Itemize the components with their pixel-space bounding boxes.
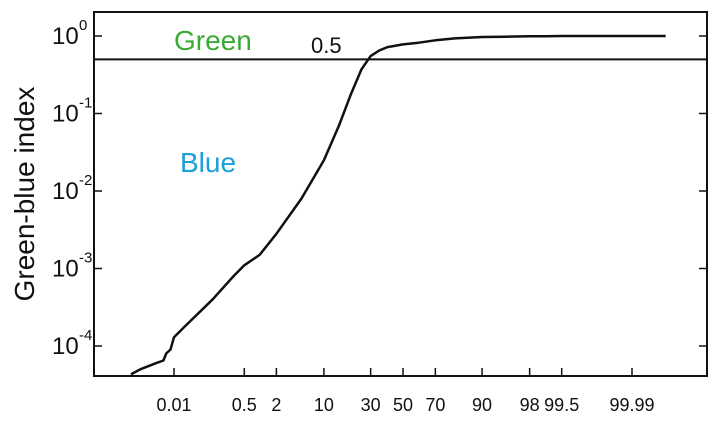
region-label-green: Green	[174, 25, 252, 56]
x-tick-label: 2	[271, 395, 281, 415]
y-tick-exponent: -3	[79, 250, 92, 267]
y-tick-label: 10 0	[52, 17, 87, 50]
plot-frame	[93, 11, 708, 377]
y-tick-exponent: 0	[79, 17, 87, 34]
y-tick-label: 10 -3	[52, 250, 92, 283]
x-tick-label: 30	[361, 395, 381, 415]
y-tick-exponent: -1	[79, 95, 92, 112]
x-tick-label: 0.01	[156, 395, 191, 415]
y-tick-base: 10	[52, 333, 79, 360]
x-tick-label: 99.5	[544, 395, 579, 415]
y-tick-base: 10	[52, 256, 79, 283]
y-tick-base: 10	[52, 101, 79, 128]
y-tick-base: 10	[52, 178, 79, 205]
y-tick-exponent: -4	[79, 327, 92, 344]
x-tick-label: 90	[472, 395, 492, 415]
x-tick-label: 50	[393, 395, 413, 415]
x-tick-label: 98	[520, 395, 540, 415]
region-label-blue: Blue	[180, 147, 236, 178]
x-tick-label: 0.5	[232, 395, 257, 415]
y-tick-label: 10 -2	[52, 172, 92, 205]
x-tick-label: 99.99	[609, 395, 654, 415]
series-line	[130, 34, 666, 376]
y-tick-label: 10 -4	[52, 327, 92, 360]
x-tick-label: 10	[314, 395, 334, 415]
reference-line-label: 0.5	[311, 33, 342, 58]
y-tick-exponent: -2	[79, 172, 92, 189]
y-axis-label: Green-blue index	[9, 87, 40, 302]
y-tick-base: 10	[52, 23, 79, 50]
x-tick-label: 70	[425, 395, 445, 415]
y-tick-label: 10 -1	[52, 95, 92, 128]
